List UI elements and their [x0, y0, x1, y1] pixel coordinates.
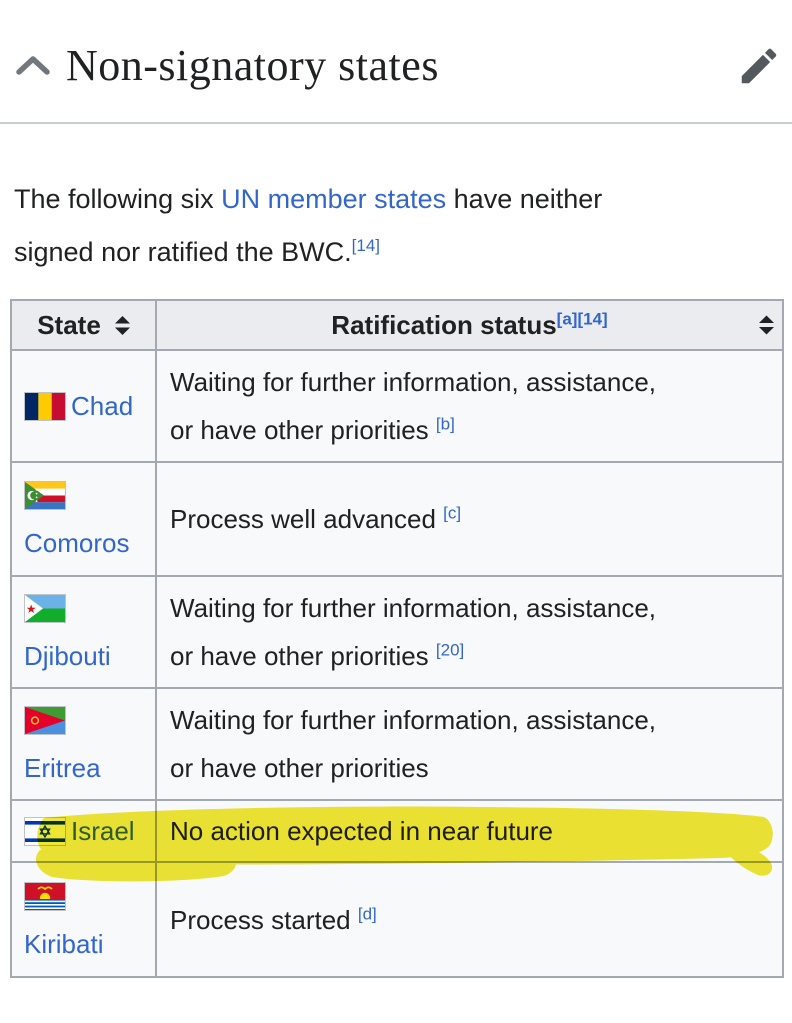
comoros-link[interactable]: Comoros — [24, 480, 129, 558]
status-reference: [20] — [436, 640, 464, 659]
status-cell: Process started [d] — [155, 861, 784, 978]
section-divider — [0, 122, 792, 124]
status-reference-link[interactable]: [c] — [443, 503, 462, 523]
reference-14-link[interactable]: [14] — [351, 236, 381, 255]
djibouti-flag-icon — [24, 594, 66, 624]
status-column-header[interactable]: Ratification status[a][14] — [155, 299, 784, 351]
reference-a: [a] — [557, 309, 578, 328]
intro-text-before: The following six — [14, 184, 222, 214]
intro-paragraph: The following six UN member states have … — [14, 173, 778, 279]
table-row-israel-highlighted: Israel No action expected in near future — [10, 799, 784, 863]
status-cell: Process well advanced [c] — [155, 461, 784, 577]
status-reference-link[interactable]: [d] — [357, 903, 377, 923]
section-header: Non-signatory states — [14, 40, 782, 91]
state-cell: Comoros — [10, 461, 157, 577]
chad-link[interactable]: Chad — [24, 391, 133, 422]
status-cell: No action expected in near future — [155, 799, 784, 863]
status-reference-link[interactable]: [b] — [435, 414, 455, 434]
reference-14-header: [14] — [577, 309, 607, 328]
table-row-comoros: Comoros Process well advanced [c] — [10, 461, 784, 577]
table-row-djibouti: Djibouti Waiting for further information… — [10, 575, 784, 689]
status-cell: Waiting for further information, assista… — [155, 687, 784, 801]
status-text: Waiting for further information, assista… — [170, 705, 657, 783]
state-cell: Chad — [10, 349, 157, 463]
status-cell: Waiting for further information, assista… — [155, 575, 784, 689]
status-text: Process well advanced — [170, 504, 436, 534]
state-cell: Israel — [10, 799, 157, 863]
reference-14-header-link[interactable]: [14] — [577, 308, 608, 328]
status-reference: [b] — [436, 414, 455, 433]
reference-a-link[interactable]: [a] — [556, 308, 578, 328]
chad-flag-icon — [24, 392, 66, 422]
table-row-kiribati: Kiribati Process started [d] — [10, 861, 784, 978]
non-signatory-states-table: State Ratification status[a][14] Chad Wa… — [10, 299, 784, 978]
status-reference-link[interactable]: [20] — [435, 640, 465, 660]
state-column-header[interactable]: State — [10, 299, 157, 351]
israel-link[interactable]: Israel — [24, 816, 135, 847]
reference-14: [14] — [352, 236, 380, 255]
eritrea-flag-icon — [24, 706, 66, 736]
comoros-flag-icon — [24, 481, 66, 511]
intro-text-after: have neither signed nor ratified the BWC… — [14, 184, 603, 267]
status-text: Waiting for further information, assista… — [170, 593, 657, 671]
status-text: No action expected in near future — [170, 816, 554, 846]
collapse-chevron-icon[interactable] — [14, 52, 52, 80]
status-text: Waiting for further information, assista… — [170, 367, 657, 445]
state-cell: Eritrea — [10, 687, 157, 801]
status-cell: Waiting for further information, assista… — [155, 349, 784, 463]
table-header-row: State Ratification status[a][14] — [10, 299, 784, 351]
djibouti-link[interactable]: Djibouti — [24, 593, 111, 671]
sort-icon — [114, 315, 130, 335]
kiribati-flag-icon — [24, 881, 66, 911]
sort-icon — [759, 315, 774, 335]
table-row-eritrea: Eritrea Waiting for further information,… — [10, 687, 784, 801]
state-cell: Kiribati — [10, 861, 157, 978]
state-header-label: State — [37, 309, 101, 340]
eritrea-link[interactable]: Eritrea — [24, 705, 101, 783]
table-row-chad: Chad Waiting for further information, as… — [10, 349, 784, 463]
status-reference: [d] — [358, 904, 377, 923]
status-text: Process started — [170, 904, 351, 935]
status-header-label: Ratification status — [331, 309, 557, 340]
status-reference: [c] — [443, 503, 461, 522]
un-member-states-link[interactable]: UN member states — [221, 184, 447, 214]
state-cell: Djibouti — [10, 575, 157, 689]
kiribati-link[interactable]: Kiribati — [24, 881, 103, 959]
edit-pencil-icon[interactable] — [736, 43, 782, 89]
israel-flag-icon — [24, 817, 66, 847]
section-title: Non-signatory states — [66, 41, 439, 90]
